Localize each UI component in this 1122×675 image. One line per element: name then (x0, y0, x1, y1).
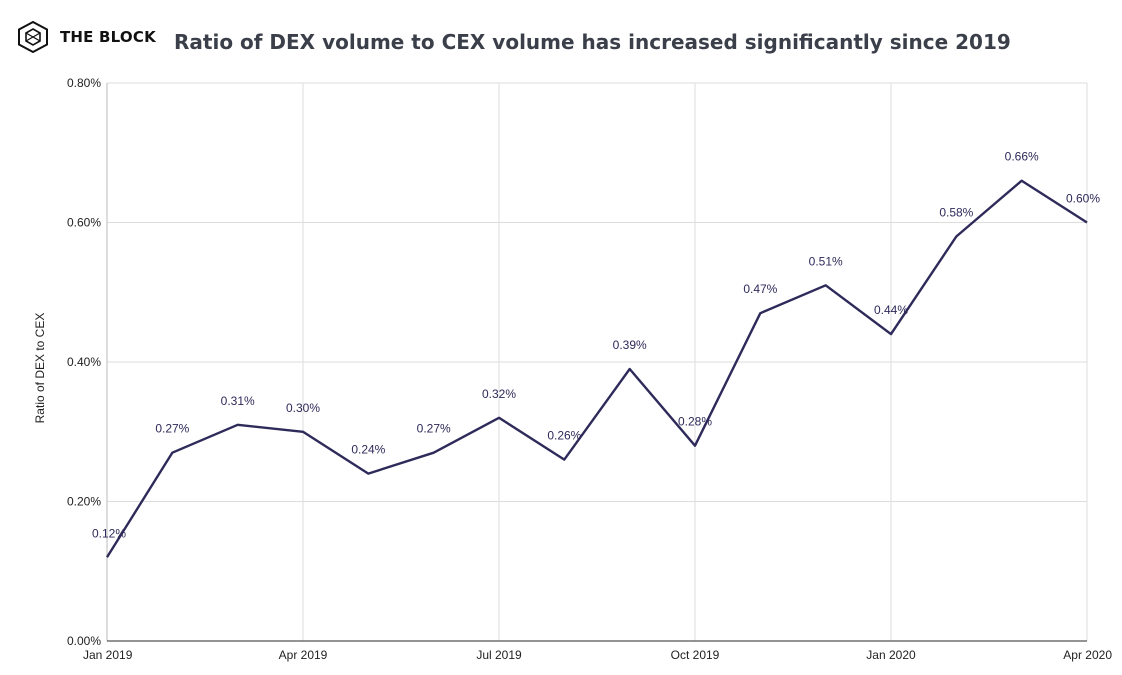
x-tick-label: Apr 2019 (279, 648, 328, 662)
data-labels: 0.12% 0.27% 0.31% 0.30% 0.24% 0.27% 0.32% 0.26%… (92, 150, 1100, 541)
y-axis-label: Ratio of DEX to CEX (33, 313, 47, 424)
y-tick-label: 0.40% (67, 355, 101, 369)
y-tick-label: 0.00% (67, 634, 101, 648)
x-tick-label: Jul 2019 (476, 648, 522, 662)
data-label: 0.66% (1005, 150, 1039, 164)
brand: THE BLOCK (16, 20, 156, 54)
y-axis-ticks: 0.00% 0.20% 0.40% 0.60% 0.80% (67, 76, 101, 648)
x-tick-label: Apr 2020 (1063, 648, 1112, 662)
y-tick-label: 0.60% (67, 216, 101, 230)
data-label: 0.58% (939, 205, 973, 219)
data-label: 0.27% (417, 422, 451, 436)
data-label: 0.31% (221, 394, 255, 408)
data-label: 0.12% (92, 526, 126, 540)
grid-lines (106, 82, 1088, 641)
data-label: 0.44% (874, 303, 908, 317)
brand-name: THE BLOCK (60, 28, 156, 46)
cube-outline-icon (18, 20, 48, 54)
data-label: 0.32% (482, 387, 516, 401)
data-label: 0.51% (809, 254, 843, 268)
chart-title: Ratio of DEX volume to CEX volume has in… (174, 30, 1011, 54)
axes (106, 83, 1087, 642)
data-label: 0.39% (613, 338, 647, 352)
series (105, 179, 1088, 558)
data-label: 0.30% (286, 401, 320, 415)
series-line (105, 179, 1088, 558)
data-label: 0.24% (351, 443, 385, 457)
data-label: 0.26% (547, 429, 581, 443)
data-label: 0.27% (155, 422, 189, 436)
data-label: 0.28% (678, 415, 712, 429)
data-label: 0.60% (1066, 192, 1100, 206)
x-tick-label: Jan 2019 (83, 648, 133, 662)
x-tick-label: Jan 2020 (866, 648, 916, 662)
y-tick-label: 0.80% (67, 76, 101, 90)
x-tick-label: Oct 2019 (671, 648, 720, 662)
y-tick-label: 0.20% (67, 495, 101, 509)
x-axis-ticks: Jan 2019 Apr 2019 Jul 2019 Oct 2019 Jan 2020… (83, 648, 1112, 662)
data-label: 0.47% (743, 282, 777, 296)
